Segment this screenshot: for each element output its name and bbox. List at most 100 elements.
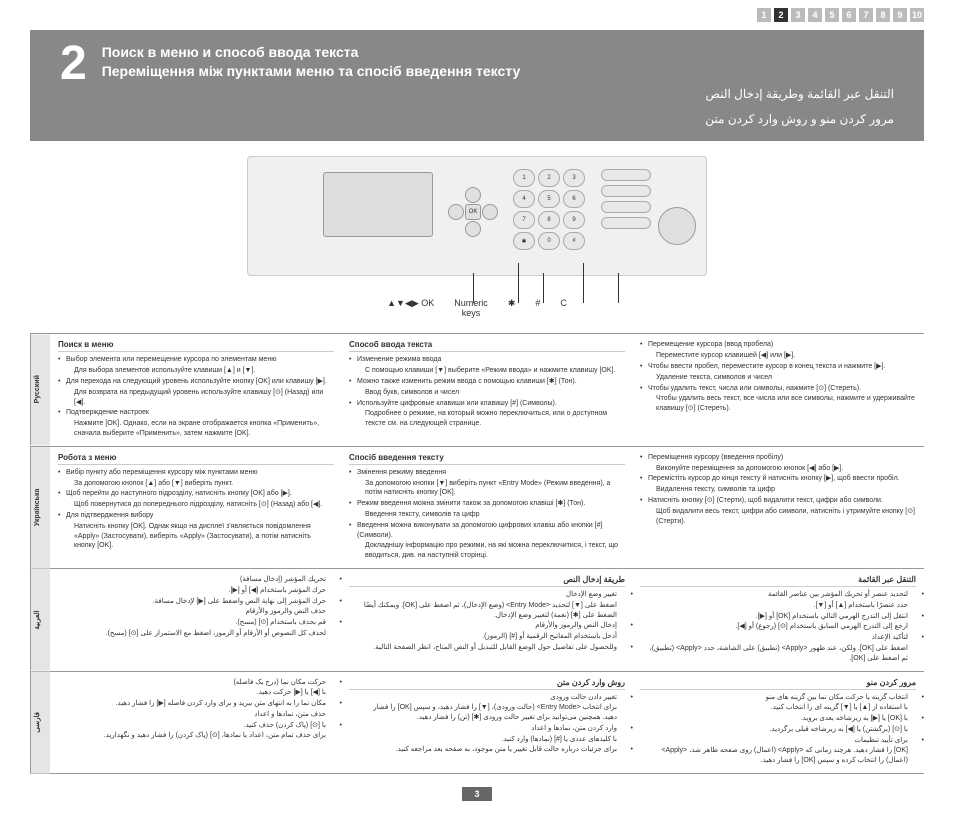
device-illustration: OK 123 456 789 ✱0# xyxy=(0,156,954,276)
label-c: C xyxy=(560,298,567,318)
list-item: Выбор элемента или перемещение курсора п… xyxy=(66,355,334,365)
list-item: قم بحذف باستخدام [⊙] (مسح). xyxy=(66,618,334,628)
list-item: Докладнішу інформацію про режими, на які… xyxy=(357,541,625,561)
list-item: ارجع إلى التدرج الهرمي السابق باستخدام [… xyxy=(648,622,916,632)
tab-ru: Русский xyxy=(30,334,50,445)
list-item: Подробнее о режиме, на который можно пер… xyxy=(357,409,625,429)
list-item: Чтобы удалить текст, числа или символы, … xyxy=(648,384,916,394)
list-item: با کلیدهای عددی یا [#] (نمادها) وارد کنی… xyxy=(357,735,625,745)
fa-col1: مرور کردن منوانتخاب گزینه یا حرکت مکان ن… xyxy=(640,678,916,768)
list-item: Переместите курсор клавишей [◀] или [▶]. xyxy=(648,351,916,361)
footer-page: 3 xyxy=(0,789,954,799)
title-ru: Поиск в меню и способ ввода текста xyxy=(102,44,894,60)
title-ar: التنقل عبر القائمة وطريقة إدخال النص xyxy=(102,85,894,104)
chapter-number: 2 xyxy=(60,40,87,88)
list-item: وارد کردن متن، نمادها و اعداد xyxy=(357,724,625,734)
list-item: Натисніть кнопку [OK]. Однак якщо на дис… xyxy=(66,522,334,551)
list-item: Щоб перейти до наступного підрозділу, на… xyxy=(66,489,334,499)
list-item: انتخاب گزینه یا حرکت مکان نما بین گزینه … xyxy=(648,693,916,703)
list-item: Введення можна виконувати за допомогою ц… xyxy=(357,521,625,541)
list-item: إدخال النص والرموز والأرقام xyxy=(357,621,625,631)
ar-col3: تحريك المؤشر (إدخال مسافة)حرك المؤشر باس… xyxy=(58,575,334,665)
list-item: Переміщення курсору (введення пробілу) xyxy=(648,453,916,463)
list-item: برای تأیید تنظیمات xyxy=(648,736,916,746)
label-hash: # xyxy=(535,298,540,318)
list-item: Перемістіть курсор до кінця тексту й нат… xyxy=(648,474,916,484)
page-num-8: 8 xyxy=(876,8,890,22)
list-item: حدد عنصرًا باستخدام [▲] أو [▼]. xyxy=(648,601,916,611)
list-item: با استفاده از [▲] یا [▼] گزینه ای را انت… xyxy=(648,703,916,713)
list-item: حرك المؤشر باستخدام [◀] أو [▶]. xyxy=(66,586,334,596)
title-uk: Переміщення між пунктами меню та спосіб … xyxy=(102,63,894,79)
list-item: Чтобы удалить весь текст, все числа или … xyxy=(648,394,916,414)
list-item: Для перехода на следующий уровень исполь… xyxy=(66,377,334,387)
ar-col1: التنقل عبر القائمةلتحديد عنصر أو تحريك ا… xyxy=(640,575,916,665)
list-item: Введення тексту, символів та цифр xyxy=(357,510,625,520)
page-num-2: 2 xyxy=(774,8,788,22)
list-item: Щоб видалити весь текст, цифри або симво… xyxy=(648,507,916,527)
list-item: أدخل باستخدام المفاتيح الرقمية أو [#] (ا… xyxy=(357,632,625,642)
list-item: Для підтвердження вибору xyxy=(66,511,334,521)
list-item: Вибір пункту або переміщення курсору між… xyxy=(66,468,334,478)
page-number-strip: 12345678910 xyxy=(0,0,954,30)
list-item: Изменение режима ввода xyxy=(357,355,625,365)
tab-ar: العربية xyxy=(30,569,50,671)
list-item: تغییر دادن حالت ورودی xyxy=(357,693,625,703)
list-item: انتقل إلى التدرج الهرمي التالي باستخدام … xyxy=(648,612,916,622)
ar-col2: طريقة إدخال النصتغيير وضع الإدخالاضغط عل… xyxy=(349,575,625,665)
list-item: حذف متن، نمادها و اعداد xyxy=(66,710,334,720)
page-num-3: 3 xyxy=(791,8,805,22)
list-item: حرك المؤشر إلى نهاية النص واضغط على [▶] … xyxy=(66,597,334,607)
list-item: [OK] را فشار دهید. هرچند زمانی که <Apply… xyxy=(648,746,916,766)
list-item: برای انتخاب <Entry Mode> (حالت ورودی)، [… xyxy=(357,703,625,723)
uk-col1: Робота з менюВибір пункту або переміщенн… xyxy=(58,453,334,562)
label-arrows-ok: ▲▼◀▶ OK xyxy=(387,298,434,318)
list-item: Для возврата на предыдущий уровень испол… xyxy=(66,388,334,408)
uk-col2: Спосіб введення текстуЗмінення режиму вв… xyxy=(349,453,625,562)
list-item: حرکت مکان نما (درج یک فاصله) xyxy=(66,678,334,688)
list-item: لتأكيد الإعداد xyxy=(648,633,916,643)
list-item: Перемещение курсора (ввод пробела) xyxy=(648,340,916,350)
list-item: Используйте цифровые клавиши или клавишу… xyxy=(357,399,625,409)
list-item: لحذف كل النصوص أو الأرقام أو الرموز، اضغ… xyxy=(66,629,334,639)
list-item: برای حذف تمام متن، اعداد یا نمادها، [⊙] … xyxy=(66,731,334,741)
key-labels: ▲▼◀▶ OK Numerickeys ✱ # C xyxy=(0,298,954,318)
list-item: Подтверждение настроек xyxy=(66,408,334,418)
list-item: با [OK] یا [▶] به زیرشاخه بعدی بروید. xyxy=(648,714,916,724)
label-numeric: Numerickeys xyxy=(454,298,488,318)
page-num-6: 6 xyxy=(842,8,856,22)
list-item: تحريك المؤشر (إدخال مسافة) xyxy=(66,575,334,585)
section-uk: Українська Робота з менюВибір пункту або… xyxy=(30,446,924,568)
fa-col2: روش وارد کردن متنتغییر دادن حالت ورودیبر… xyxy=(349,678,625,768)
section-fa: فارسی مرور کردن منوانتخاب گزینه یا حرکت … xyxy=(30,671,924,775)
section-ru: Русский Поиск в менюВыбор элемента или п… xyxy=(30,333,924,445)
list-item: حذف النص والرموز والأرقام xyxy=(66,607,334,617)
chapter-titles: Поиск в меню и способ ввода текста Перем… xyxy=(102,40,894,129)
chapter-header: 2 Поиск в меню и способ ввода текста Пер… xyxy=(30,30,924,141)
tab-uk: Українська xyxy=(30,447,50,568)
list-item: За допомогою кнопок [▲] або [▼] виберіть… xyxy=(66,479,334,489)
list-item: وللحصول على تفاصيل حول الوضع القابل للتب… xyxy=(357,643,625,653)
list-item: Щоб повернутися до попереднього підрозді… xyxy=(66,500,334,510)
list-item: برای جزئیات درباره حالت قابل تغییر یا مت… xyxy=(357,745,625,755)
list-item: Змінення режиму введення xyxy=(357,468,625,478)
page-num-9: 9 xyxy=(893,8,907,22)
ru-col3: Перемещение курсора (ввод пробела)Переме… xyxy=(640,340,916,439)
list-item: Режим введення можна змінити також за до… xyxy=(357,499,625,509)
list-item: تغيير وضع الإدخال xyxy=(357,590,625,600)
title-fa: مرور کردن منو و روش وارد کردن متن xyxy=(102,110,894,129)
uk-col3: Переміщення курсору (введення пробілу) Ви… xyxy=(640,453,916,562)
tab-fa: فارسی xyxy=(30,672,50,774)
list-item: Удаление текста, символов и чисел xyxy=(648,373,916,383)
list-item: С помощью клавиши [▼] выберите «Режим вв… xyxy=(357,366,625,376)
list-item: Нажмите [OK]. Однако, если на экране ото… xyxy=(66,419,334,439)
page-num-5: 5 xyxy=(825,8,839,22)
list-item: با [⊙] (پاک کردن) حذف کنید. xyxy=(66,721,334,731)
list-item: Натисніть кнопку [⊙] (Стерти), щоб видал… xyxy=(648,496,916,506)
list-item: Можно также изменить режим ввода с помощ… xyxy=(357,377,625,387)
page-num-10: 10 xyxy=(910,8,924,22)
section-ar: العربية التنقل عبر القائمةلتحديد عنصر أو… xyxy=(30,568,924,671)
list-item: Видалення тексту, символів та цифр xyxy=(648,485,916,495)
page-num-4: 4 xyxy=(808,8,822,22)
list-item: مکان نما را به انتهای متن ببرید و برای و… xyxy=(66,699,334,709)
